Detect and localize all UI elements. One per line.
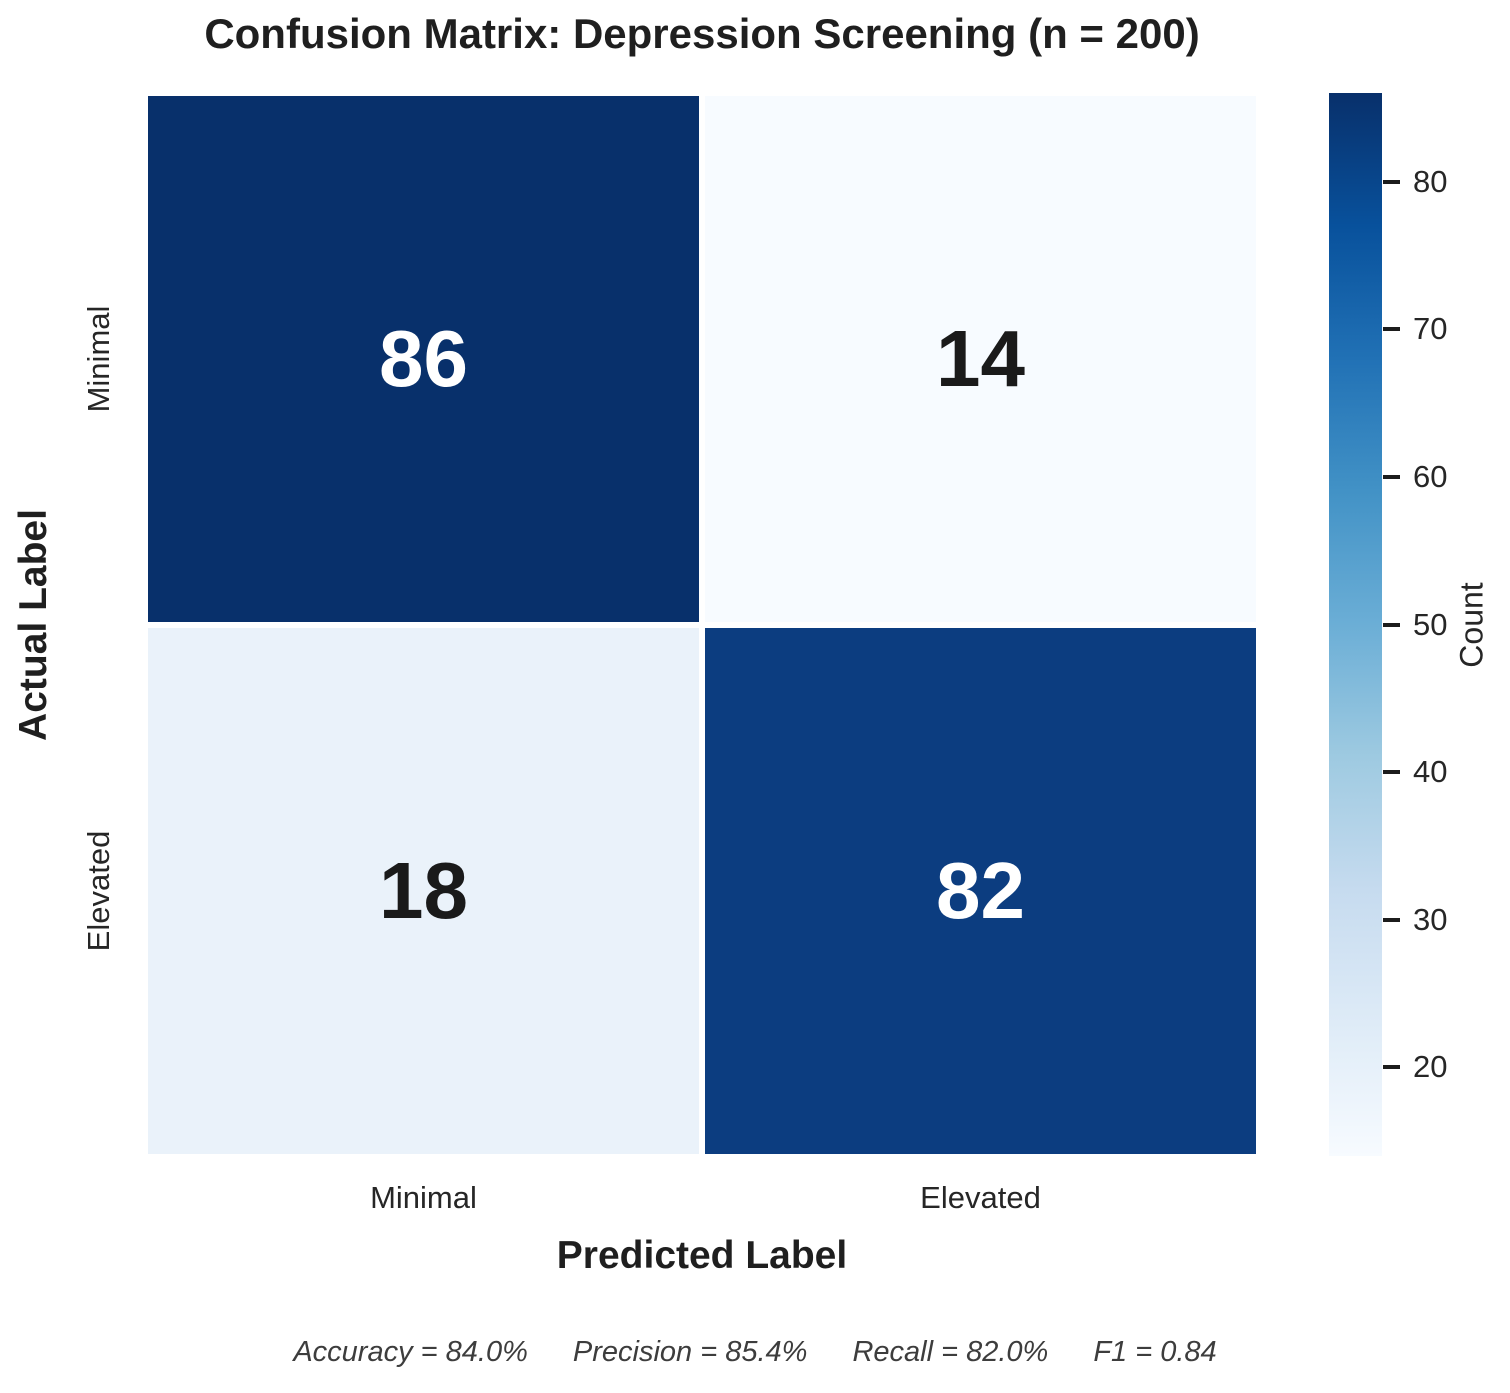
y-axis-label: Actual Label xyxy=(12,509,55,741)
y-tick-label-minimal: Minimal xyxy=(81,305,116,413)
colorbar-tick: 70 xyxy=(1382,311,1447,347)
cell-actual-elevated-pred-elevated: 82 xyxy=(705,628,1256,1154)
x-tick-label-minimal: Minimal xyxy=(370,1180,477,1215)
colorbar-tick: 20 xyxy=(1382,1049,1447,1085)
colorbar: 80 70 60 50 40 30 20 xyxy=(1329,93,1447,1156)
x-tick-label-elevated: Elevated xyxy=(920,1180,1041,1215)
colorbar-tick-mark xyxy=(1383,179,1400,184)
colorbar-tick: 50 xyxy=(1382,607,1447,643)
colorbar-tick-mark xyxy=(1383,770,1400,775)
cell-actual-minimal-pred-elevated: 14 xyxy=(705,96,1256,622)
metric-accuracy: Accuracy = 84.0% xyxy=(293,1336,528,1368)
colorbar-tick-mark xyxy=(1383,917,1400,922)
colorbar-ticks: 80 70 60 50 40 30 20 xyxy=(1382,93,1492,1156)
colorbar-tick-mark xyxy=(1383,622,1400,627)
colorbar-tick-mark xyxy=(1383,1065,1400,1070)
y-tick-label-elevated: Elevated xyxy=(81,830,116,952)
x-axis-label: Predicted Label xyxy=(556,1234,848,1277)
colorbar-gradient xyxy=(1329,93,1382,1156)
colorbar-tick: 30 xyxy=(1382,902,1447,938)
colorbar-tick-label: 70 xyxy=(1413,311,1448,347)
colorbar-tick-label: 30 xyxy=(1413,901,1448,937)
metric-f1: F1 = 0.84 xyxy=(1093,1336,1217,1368)
colorbar-tick-label: 60 xyxy=(1413,458,1448,494)
metric-precision: Precision = 85.4% xyxy=(572,1336,808,1368)
colorbar-tick-label: 20 xyxy=(1413,1049,1448,1085)
cell-actual-elevated-pred-minimal: 18 xyxy=(148,628,699,1154)
colorbar-tick-label: 80 xyxy=(1413,163,1448,199)
colorbar-tick-label: 40 xyxy=(1413,754,1448,790)
metrics-footer: Accuracy = 84.0% Precision = 85.4% Recal… xyxy=(0,1336,1510,1369)
chart-title: Confusion Matrix: Depression Screening (… xyxy=(204,10,1200,57)
cell-actual-minimal-pred-minimal: 86 xyxy=(148,96,699,622)
colorbar-label: Count xyxy=(1453,582,1490,668)
heatmap-grid: 86 14 18 82 xyxy=(148,96,1256,1154)
colorbar-tick: 80 xyxy=(1382,164,1447,200)
colorbar-tick-mark xyxy=(1383,327,1400,332)
colorbar-tick: 60 xyxy=(1382,459,1447,495)
colorbar-tick: 40 xyxy=(1382,754,1447,790)
colorbar-tick-mark xyxy=(1383,474,1400,479)
colorbar-tick-label: 50 xyxy=(1413,606,1448,642)
metric-recall: Recall = 82.0% xyxy=(852,1336,1049,1368)
